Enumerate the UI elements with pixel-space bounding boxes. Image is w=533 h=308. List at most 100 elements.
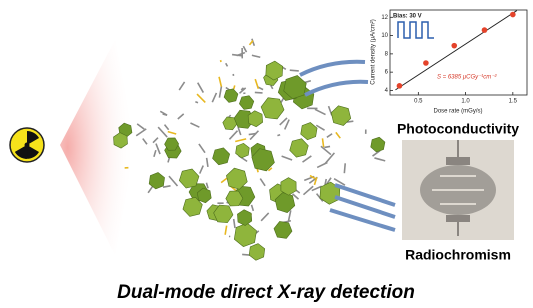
octahedron xyxy=(179,169,199,188)
octahedron xyxy=(261,98,284,119)
octahedron xyxy=(224,89,238,103)
linker xyxy=(344,163,345,173)
linker xyxy=(238,127,241,135)
linker xyxy=(315,109,326,114)
x-axis-title: Dose rate (mGy/s) xyxy=(433,109,482,115)
linker xyxy=(153,138,158,143)
linker xyxy=(178,114,184,119)
linker xyxy=(290,70,299,71)
linker xyxy=(226,63,228,66)
octahedron xyxy=(371,137,385,152)
octahedron xyxy=(149,173,164,189)
linker xyxy=(322,138,323,147)
linker xyxy=(169,176,178,186)
linker xyxy=(303,156,312,162)
y-tick-label: 6 xyxy=(385,70,389,76)
linker xyxy=(303,186,313,194)
linker xyxy=(255,79,258,89)
octahedron xyxy=(223,117,237,130)
y-tick-label: 10 xyxy=(381,33,388,39)
linker xyxy=(255,92,263,93)
data-point xyxy=(451,43,457,49)
data-point xyxy=(423,60,429,66)
linker xyxy=(336,132,340,138)
data-point xyxy=(397,83,403,89)
linker xyxy=(165,125,169,130)
y-tick-label: 12 xyxy=(381,15,388,21)
figure: Bias: 30 V S = 6385 μCGy⁻¹cm⁻² Dose rate… xyxy=(0,0,533,308)
radio-label: Radiochromism xyxy=(405,247,511,263)
linker xyxy=(195,102,198,103)
photo-label: Photoconductivity xyxy=(397,121,519,137)
linker xyxy=(199,144,205,153)
linker xyxy=(197,94,205,102)
crystal-structure xyxy=(114,39,386,260)
octahedron xyxy=(237,210,251,226)
linker xyxy=(234,85,235,89)
linker xyxy=(136,129,146,136)
linker xyxy=(163,186,171,187)
linker xyxy=(260,179,265,186)
linker xyxy=(143,139,147,145)
linker xyxy=(219,77,221,87)
linker xyxy=(206,183,208,189)
photocurrent-wave xyxy=(398,22,434,38)
octahedron xyxy=(290,139,309,157)
linker xyxy=(277,135,280,136)
linker xyxy=(252,205,254,211)
linker xyxy=(235,139,246,142)
y-axis-title: Current density (μA/cm²) xyxy=(371,19,377,84)
data-point xyxy=(482,27,488,33)
octahedron xyxy=(213,148,230,165)
y-tick-label: 4 xyxy=(385,88,389,94)
linker xyxy=(243,46,246,52)
linker xyxy=(148,186,152,193)
x-tick-label: 0.5 xyxy=(414,99,423,105)
linker xyxy=(316,125,324,130)
linker xyxy=(137,124,144,129)
octahedron xyxy=(234,223,256,246)
octahedron xyxy=(274,221,292,238)
linker xyxy=(219,87,221,98)
octahedron xyxy=(249,244,265,261)
linker xyxy=(289,210,291,220)
octahedron xyxy=(226,168,247,189)
linker xyxy=(200,166,204,174)
x-tick-label: 1.0 xyxy=(461,99,470,105)
beam-glow xyxy=(60,40,135,255)
linker xyxy=(212,93,216,102)
linker xyxy=(252,55,260,57)
octahedron xyxy=(301,123,317,140)
radiochromic-film xyxy=(402,140,514,240)
linker xyxy=(190,123,199,127)
linker xyxy=(327,134,332,138)
main-title: Dual-mode direct X-ray detection xyxy=(117,282,415,303)
octahedron xyxy=(239,96,253,110)
bias-label: Bias: 30 V xyxy=(393,14,422,20)
radiation-icon xyxy=(10,128,44,162)
octahedron xyxy=(236,143,250,158)
sensitivity-label: S = 6385 μCGy⁻¹cm⁻² xyxy=(437,75,497,81)
linker xyxy=(234,219,235,228)
linker xyxy=(285,120,289,130)
linker xyxy=(179,82,184,90)
linker xyxy=(324,146,330,147)
x-tick-label: 1.5 xyxy=(509,99,518,105)
linker xyxy=(250,131,258,140)
linker xyxy=(207,158,208,167)
linker xyxy=(280,118,287,125)
linker xyxy=(156,144,160,155)
linker xyxy=(374,158,385,161)
linker xyxy=(154,150,156,157)
data-point xyxy=(510,12,516,18)
linker xyxy=(168,132,176,134)
y-tick-label: 8 xyxy=(385,51,389,57)
linker xyxy=(282,156,292,160)
linker xyxy=(229,131,237,140)
linker xyxy=(293,194,299,199)
linker xyxy=(225,226,227,235)
linker xyxy=(198,83,204,93)
linker xyxy=(158,127,167,137)
linker xyxy=(261,213,269,221)
linker xyxy=(271,85,273,89)
